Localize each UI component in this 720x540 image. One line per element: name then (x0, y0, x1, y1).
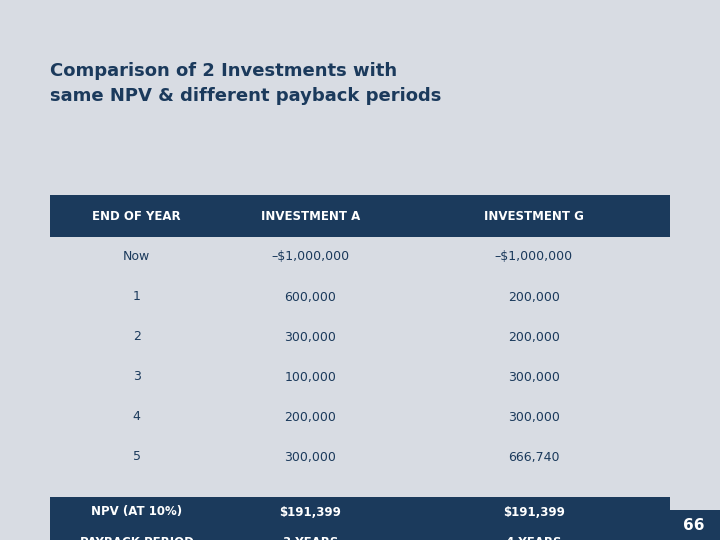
Text: 3: 3 (133, 370, 140, 383)
Text: NPV (AT 10%): NPV (AT 10%) (91, 505, 182, 518)
Text: 300,000: 300,000 (508, 370, 559, 383)
Text: INVESTMENT A: INVESTMENT A (261, 210, 360, 222)
Text: 4: 4 (133, 410, 140, 423)
Text: 300,000: 300,000 (284, 330, 336, 343)
Text: –$1,000,000: –$1,000,000 (271, 251, 349, 264)
Text: 300,000: 300,000 (284, 450, 336, 463)
Text: PAYBACK PERIOD: PAYBACK PERIOD (80, 536, 194, 540)
Text: INVESTMENT G: INVESTMENT G (484, 210, 583, 222)
Bar (50, 397, 670, 437)
Text: $191,399: $191,399 (279, 505, 341, 518)
Text: 600,000: 600,000 (284, 291, 336, 303)
Bar (50, 237, 670, 277)
Text: 66: 66 (683, 517, 705, 532)
Text: 300,000: 300,000 (508, 410, 559, 423)
Text: –$1,000,000: –$1,000,000 (495, 251, 572, 264)
Text: same NPV & different payback periods: same NPV & different payback periods (50, 87, 441, 105)
Bar (668, 510, 720, 540)
Bar (50, 195, 670, 237)
Text: Now: Now (123, 251, 150, 264)
Text: END OF YEAR: END OF YEAR (92, 210, 181, 222)
Text: 3 YEARS: 3 YEARS (283, 536, 338, 540)
Bar (50, 497, 670, 540)
Text: 666,740: 666,740 (508, 450, 559, 463)
Bar (50, 317, 670, 357)
Bar (50, 357, 670, 397)
Text: 1: 1 (133, 291, 140, 303)
Text: 2: 2 (133, 330, 140, 343)
Bar (50, 437, 670, 477)
Text: 100,000: 100,000 (284, 370, 336, 383)
Text: 200,000: 200,000 (508, 291, 559, 303)
Text: 4 YEARS: 4 YEARS (506, 536, 562, 540)
Text: $191,399: $191,399 (503, 505, 564, 518)
Text: 200,000: 200,000 (284, 410, 336, 423)
Text: 5: 5 (132, 450, 141, 463)
Text: Comparison of 2 Investments with: Comparison of 2 Investments with (50, 62, 397, 80)
Bar (50, 277, 670, 317)
Text: 200,000: 200,000 (508, 330, 559, 343)
